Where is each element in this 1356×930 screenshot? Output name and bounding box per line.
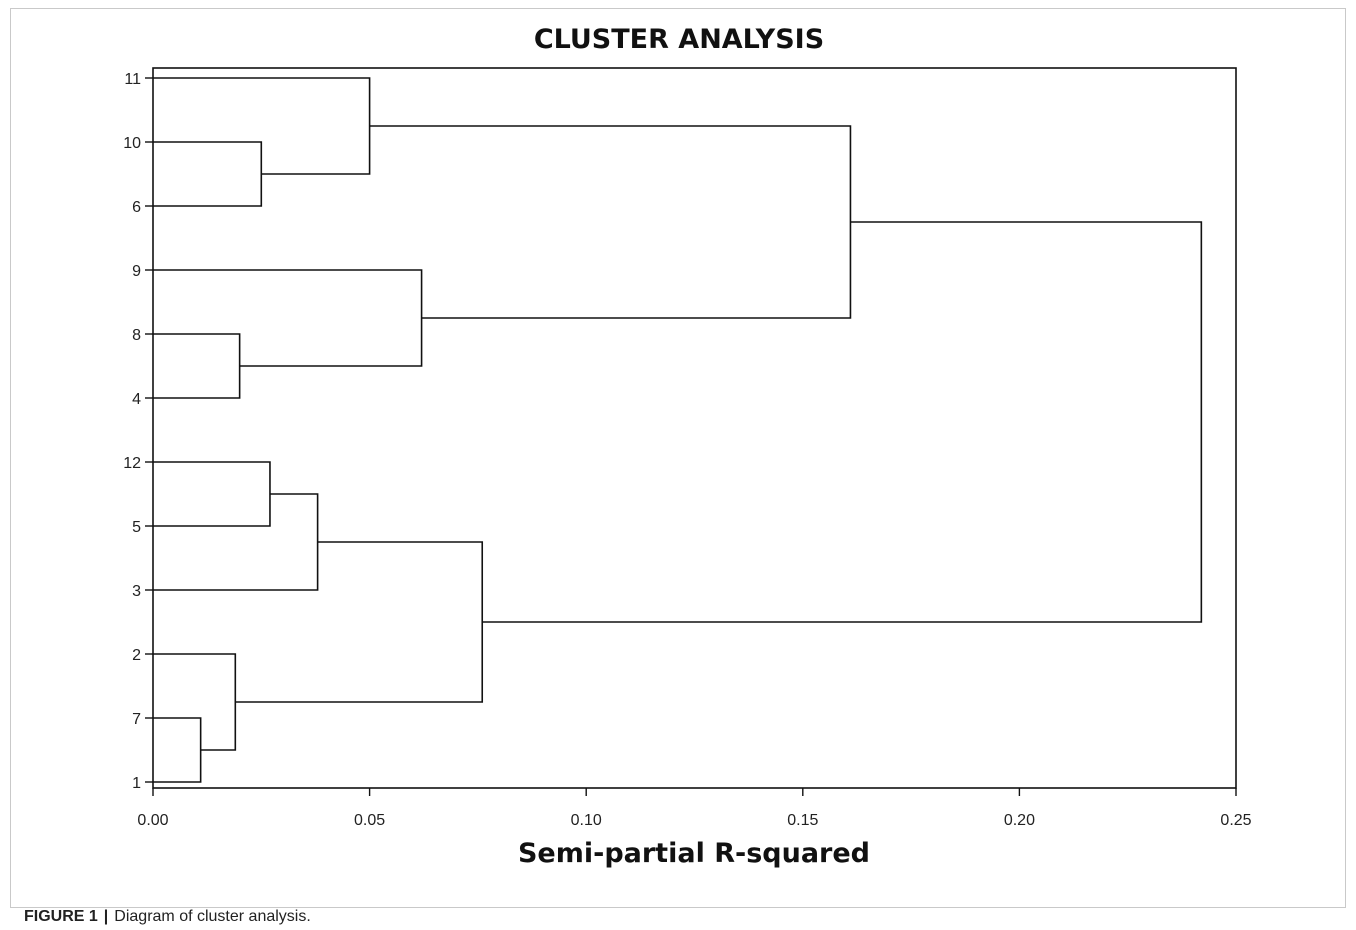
- figure-frame: [10, 8, 1346, 908]
- merge-link-3: [153, 141, 263, 207]
- merge-link-2: [153, 653, 237, 751]
- x-axis: 0.00 0.05 0.10 0.15 0.20 0.25: [137, 788, 1252, 829]
- x-tick-label-2: 0.10: [571, 812, 602, 829]
- leaf-label-11: 11: [124, 71, 141, 88]
- leaf-label-7: 7: [132, 711, 141, 728]
- leaf-label-12: 12: [123, 455, 141, 472]
- leaf-label-1: 1: [132, 775, 141, 792]
- merge-link-8: [235, 541, 484, 703]
- dendrogram-chart: CLUSTER ANALYSIS 0.00 0.05 0.10 0.15 0.20 0.2…: [123, 24, 1252, 869]
- merge-link-10: [482, 221, 1203, 623]
- x-tick-label-4: 0.20: [1004, 812, 1035, 829]
- dendrogram-links: [153, 77, 1203, 783]
- leaf-label-3: 3: [132, 583, 141, 600]
- x-axis-label: Semi-partial R-squared: [518, 838, 870, 869]
- leaf-label-6: 6: [132, 199, 141, 216]
- caption-text: Diagram of cluster analysis.: [114, 908, 311, 925]
- x-tick-label-5: 0.25: [1220, 812, 1251, 829]
- leaf-label-8: 8: [132, 327, 141, 344]
- x-tick-label-3: 0.15: [787, 812, 818, 829]
- leaf-label-2: 2: [132, 647, 141, 664]
- figure-caption: FIGURE 1 | Diagram of cluster analysis.: [24, 908, 311, 926]
- leaf-label-10: 10: [123, 135, 141, 152]
- x-tick-label-1: 0.05: [354, 812, 385, 829]
- leaf-label-4: 4: [132, 391, 141, 408]
- plot-area: [152, 67, 1237, 789]
- x-tick-label-0: 0.00: [137, 812, 168, 829]
- caption-separator: |: [103, 908, 109, 925]
- chart-title: CLUSTER ANALYSIS: [534, 24, 824, 55]
- merge-link-7: [153, 269, 423, 367]
- merge-link-5: [153, 493, 319, 591]
- merge-link-0: [153, 717, 202, 783]
- y-axis: 11 10 6 9 8 4 12 5 3 2 7 1: [123, 71, 153, 792]
- merge-link-4: [153, 461, 271, 527]
- caption-label: FIGURE 1: [24, 908, 98, 925]
- leaf-label-5: 5: [132, 519, 141, 536]
- leaf-label-9: 9: [132, 263, 141, 280]
- merge-link-9: [369, 125, 852, 319]
- merge-link-1: [153, 333, 241, 399]
